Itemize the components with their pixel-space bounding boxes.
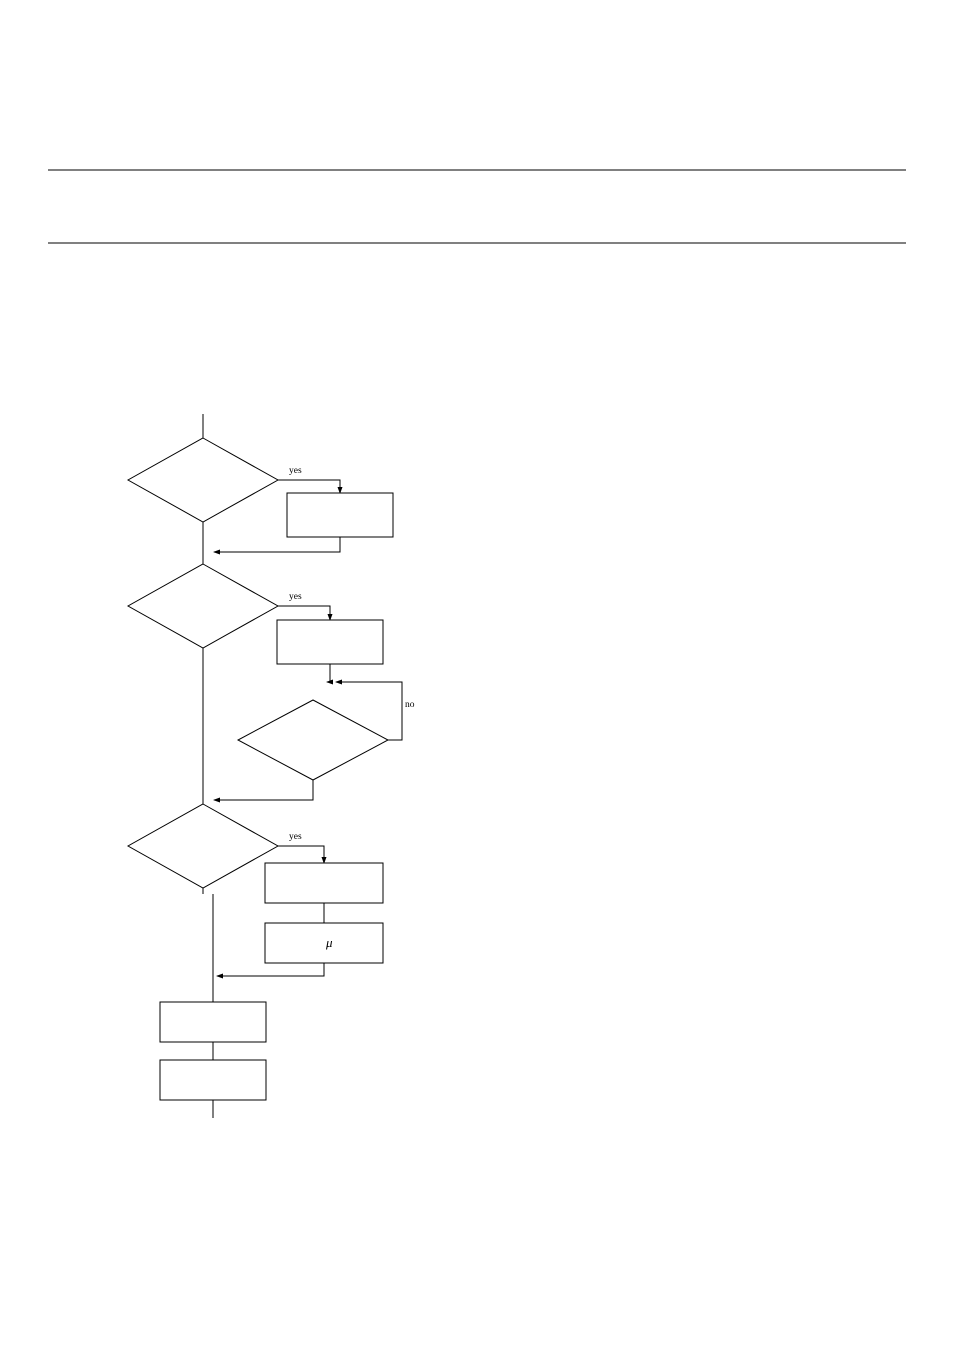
flowchart-canvas [0,0,954,1351]
edge-label-d1-yes: yes [289,466,302,477]
edge-1 [278,480,340,493]
edge-5 [327,664,330,682]
edge-4 [278,606,330,620]
node-p5 [160,1002,266,1042]
edge-11 [217,963,324,976]
edge-label-d2-yes: yes [289,592,302,603]
node-p3 [265,863,383,903]
node-d2 [128,564,278,648]
process-4-mu: μ [326,936,333,951]
node-d4 [128,804,278,888]
node-p1 [287,493,393,537]
edge-2 [214,537,340,552]
edge-7 [214,780,313,800]
page: yes yes no yes μ [0,0,954,1351]
node-d3 [238,700,388,780]
edge-9 [278,846,324,863]
node-d1 [128,438,278,522]
node-p6 [160,1060,266,1100]
edge-label-d4-yes: yes [289,832,302,843]
node-p4 [265,923,383,963]
node-p2 [277,620,383,664]
edge-label-d3-no: no [405,700,415,711]
